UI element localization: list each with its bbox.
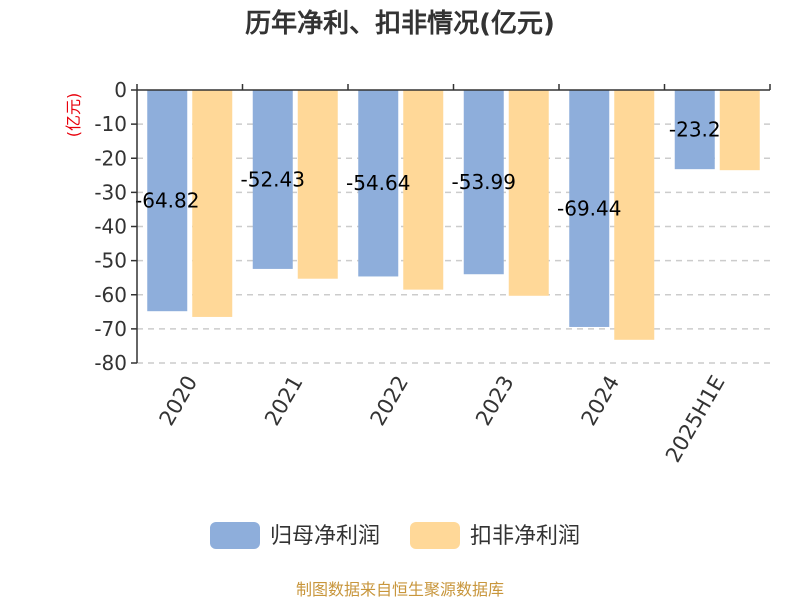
data-label: -54.64 [346, 171, 410, 195]
legend-label: 归母净利润 [270, 524, 380, 549]
bar-series-1 [463, 90, 504, 275]
legend: 归母净利润 扣非净利润 [210, 522, 580, 549]
bar-series-2 [614, 90, 655, 340]
x-tick-label: 2021 [260, 372, 308, 430]
y-tick-label: -10 [94, 112, 127, 136]
y-axis-unit-label: (亿元) [64, 93, 83, 138]
x-tick-label: 2020 [155, 372, 203, 430]
data-label: -23.2 [669, 118, 721, 142]
x-tick-label: 2024 [577, 372, 625, 430]
bar-series-1 [674, 90, 715, 170]
data-label: -64.82 [135, 189, 199, 213]
y-tick-label: -50 [94, 249, 127, 273]
y-tick-label: -70 [94, 317, 127, 341]
bar-series-2 [297, 90, 338, 279]
data-label: -52.43 [241, 167, 305, 191]
y-tick-label: -30 [94, 180, 127, 204]
legend-swatch [410, 522, 460, 549]
source-note: 制图数据来自恒生聚源数据库 [296, 580, 504, 599]
bar-series-1 [358, 90, 399, 277]
bars [147, 90, 760, 340]
y-tick-label: 0 [114, 78, 127, 102]
chart-title: 历年净利、扣非情况(亿元) [245, 8, 555, 39]
bar-series-2 [192, 90, 233, 317]
x-tick-label: 2025H1E [661, 372, 730, 467]
bar-series-1 [147, 90, 188, 312]
y-tick-label: -80 [94, 351, 127, 375]
data-label: -53.99 [452, 170, 516, 194]
bar-series-2 [719, 90, 760, 171]
data-label: -69.44 [557, 196, 621, 220]
y-tick-label: -60 [94, 283, 127, 307]
x-tick-label: 2022 [366, 372, 414, 430]
legend-swatch [210, 522, 260, 549]
y-tick-label: -20 [94, 146, 127, 170]
bar-series-1 [569, 90, 610, 327]
data-labels: -64.82 -52.43 -54.64 -53.99 -69.44 -23.2 [135, 118, 721, 221]
x-tick-label: 2023 [471, 372, 519, 430]
y-tick-label: -40 [94, 215, 127, 239]
bar-series-2 [508, 90, 549, 296]
bar-series-1 [252, 90, 293, 269]
legend-label: 扣非净利润 [470, 524, 580, 549]
bar-series-2 [403, 90, 444, 290]
